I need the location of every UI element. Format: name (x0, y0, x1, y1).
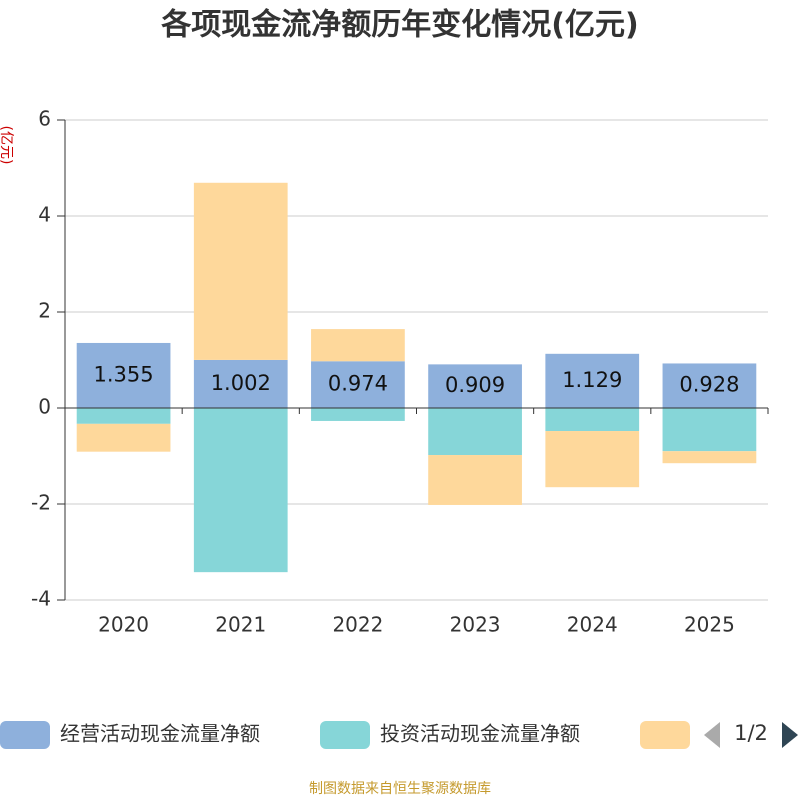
x-tick-label: 2022 (332, 613, 383, 637)
y-tick-label: 4 (38, 203, 51, 227)
y-tick-label: 2 (38, 299, 51, 323)
x-tick-label: 2024 (567, 613, 618, 637)
bar (662, 408, 757, 452)
legend-swatch (640, 721, 690, 749)
legend-label: 投资活动现金流量净额 (380, 722, 580, 746)
legend-page: 1/2 (734, 721, 768, 745)
chart-title: 各项现金流净额历年变化情况(亿元) (160, 8, 638, 43)
x-tick-label: 2023 (450, 613, 501, 637)
y-tick-label: 6 (38, 107, 51, 131)
bar (545, 431, 640, 488)
bar (662, 363, 757, 408)
x-tick-label: 2025 (684, 613, 735, 637)
bar (76, 408, 171, 424)
y-tick-label: 0 (38, 395, 51, 419)
bar (428, 455, 522, 505)
y-tick-label: -2 (31, 491, 51, 515)
x-tick-label: 2021 (215, 613, 266, 637)
y-axis-label: (亿元) (0, 126, 14, 165)
data-label: 0.928 (679, 373, 739, 397)
legend-swatch (320, 721, 370, 749)
bar (193, 359, 288, 408)
data-label: 1.002 (211, 371, 271, 395)
legend-next[interactable] (782, 722, 798, 748)
bar (76, 423, 171, 452)
bar (193, 182, 288, 360)
bar (428, 408, 522, 456)
legend-label: 经营活动现金流量净额 (60, 722, 260, 746)
bar (545, 353, 640, 408)
legend-swatch (0, 721, 50, 749)
bar (545, 408, 640, 432)
data-label: 0.909 (445, 373, 505, 397)
data-label: 0.974 (328, 372, 388, 396)
y-tick-label: -4 (31, 587, 51, 611)
legend-prev[interactable] (704, 722, 720, 748)
bar (311, 408, 405, 421)
bar (311, 329, 405, 362)
bar (662, 451, 757, 464)
data-label: 1.355 (94, 362, 154, 386)
bar (193, 408, 288, 573)
bar (76, 342, 171, 408)
bar (428, 364, 522, 408)
data-label: 1.129 (562, 368, 622, 392)
source-note: 制图数据来自恒生聚源数据库 (309, 781, 491, 797)
x-tick-label: 2020 (98, 613, 149, 637)
bar (311, 361, 405, 408)
